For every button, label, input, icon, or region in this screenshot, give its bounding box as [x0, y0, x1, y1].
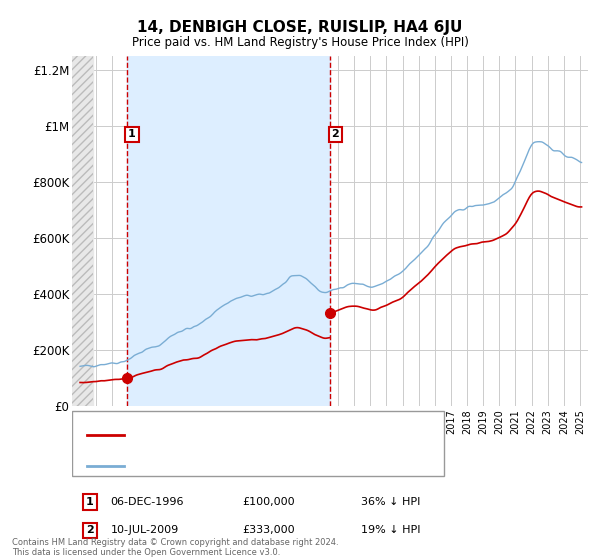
Text: 14, DENBIGH CLOSE, RUISLIP, HA4 6JU: 14, DENBIGH CLOSE, RUISLIP, HA4 6JU [137, 20, 463, 35]
Text: HPI: Average price, detached house, Hillingdon: HPI: Average price, detached house, Hill… [134, 461, 379, 471]
Text: 10-JUL-2009: 10-JUL-2009 [110, 525, 179, 535]
Text: 06-DEC-1996: 06-DEC-1996 [110, 497, 184, 507]
Text: 36% ↓ HPI: 36% ↓ HPI [361, 497, 421, 507]
Text: £333,000: £333,000 [242, 525, 295, 535]
Bar [72, 56, 94, 407]
FancyBboxPatch shape [72, 410, 443, 476]
Text: Price paid vs. HM Land Registry's House Price Index (HPI): Price paid vs. HM Land Registry's House … [131, 36, 469, 49]
Text: 19% ↓ HPI: 19% ↓ HPI [361, 525, 421, 535]
Text: 2: 2 [86, 525, 94, 535]
Text: Contains HM Land Registry data © Crown copyright and database right 2024.
This d: Contains HM Land Registry data © Crown c… [12, 538, 338, 557]
Text: 2: 2 [331, 129, 339, 139]
Bar [72, 56, 94, 407]
Bar [127, 56, 331, 407]
Text: £100,000: £100,000 [242, 497, 295, 507]
Text: 14, DENBIGH CLOSE, RUISLIP, HA4 6JU (detached house): 14, DENBIGH CLOSE, RUISLIP, HA4 6JU (det… [134, 430, 428, 440]
Text: 1: 1 [86, 497, 94, 507]
Text: 1: 1 [128, 129, 136, 139]
